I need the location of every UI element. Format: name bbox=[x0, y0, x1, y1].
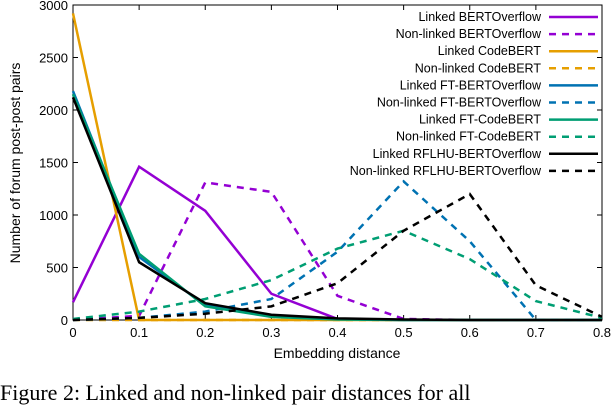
series-line-non-linked-rflhu-bertoverflow bbox=[72, 192, 603, 322]
legend-label: Linked CodeBERT bbox=[438, 44, 542, 58]
legend-label: Linked FT-CodeBERT bbox=[419, 113, 541, 127]
y-tick-label: 1000 bbox=[39, 208, 68, 223]
x-tick-label: 0.6 bbox=[461, 325, 479, 340]
y-tick-label: 3000 bbox=[39, 0, 68, 13]
legend-label: Non-linked RFLHU-BERTOverflow bbox=[350, 164, 542, 178]
x-tick-label: 0.4 bbox=[328, 325, 346, 340]
legend-label: Linked RFLHU-BERTOverflow bbox=[373, 147, 542, 161]
legend-label: Non-linked CodeBERT bbox=[415, 61, 542, 75]
series-line-non-linked-ft-bertoverflow bbox=[72, 179, 602, 322]
x-tick-label: 0.7 bbox=[527, 325, 545, 340]
y-tick-label: 1500 bbox=[39, 156, 68, 171]
y-tick-label: 0 bbox=[61, 313, 68, 328]
x-tick-label: 0.5 bbox=[395, 325, 413, 340]
y-axis-label: Number of forum post-post pairs bbox=[7, 63, 23, 264]
x-tick-label: 0.2 bbox=[196, 325, 214, 340]
x-tick-label: 0.3 bbox=[262, 325, 280, 340]
y-tick-label: 2000 bbox=[39, 103, 68, 118]
series-line-non-linked-bertoverflow bbox=[72, 181, 602, 322]
legend-label: Non-linked FT-BERTOverflow bbox=[377, 96, 542, 110]
y-tick-label: 2500 bbox=[39, 51, 68, 66]
series-line-linked-ft-codebert bbox=[71, 93, 602, 322]
series-lines bbox=[71, 13, 603, 322]
axes: 0 0.1 0.2 0.3 0.4 0.5 0.6 0.7 0.8 0 500 1000 1500 200… bbox=[39, 0, 611, 340]
figure-caption: Figure 2: Linked and non-linked pair dis… bbox=[0, 380, 471, 405]
series-line-non-linked-ft-codebert bbox=[72, 229, 603, 321]
y-tick-label: 500 bbox=[46, 261, 68, 276]
legend-label: Non-linked FT-CodeBERT bbox=[396, 130, 541, 144]
x-tick-label: 0 bbox=[69, 325, 76, 340]
legend: Linked BERTOverflow Non-linked BERTOverfl… bbox=[350, 10, 598, 178]
series-line-linked-rflhu-bertoverflow bbox=[71, 96, 602, 322]
legend-label: Linked BERTOverflow bbox=[418, 10, 541, 24]
line-chart: 0 0.1 0.2 0.3 0.4 0.5 0.6 0.7 0.8 0 500 1000 1500 200… bbox=[7, 0, 611, 361]
legend-label: Non-linked BERTOverflow bbox=[396, 27, 542, 41]
legend-label: Linked FT-BERTOverflow bbox=[400, 78, 542, 92]
x-tick-label: 0.1 bbox=[130, 325, 148, 340]
x-axis-label: Embedding distance bbox=[274, 345, 401, 361]
x-tick-label: 0.8 bbox=[593, 325, 611, 340]
